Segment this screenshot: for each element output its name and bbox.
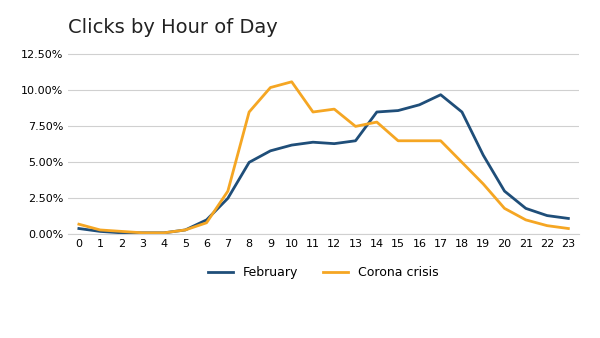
February	[501, 189, 508, 193]
February	[352, 139, 359, 143]
February	[224, 196, 232, 200]
Text: Clicks by Hour of Day: Clicks by Hour of Day	[68, 18, 278, 38]
Corona crisis	[97, 228, 104, 232]
Corona crisis	[224, 189, 232, 193]
Corona crisis	[310, 110, 317, 114]
Corona crisis	[139, 231, 146, 235]
February	[160, 231, 167, 235]
Corona crisis	[118, 230, 125, 234]
Corona crisis	[479, 182, 487, 186]
Line: Corona crisis: Corona crisis	[79, 82, 568, 233]
Corona crisis	[501, 207, 508, 211]
Corona crisis	[352, 124, 359, 128]
February	[288, 143, 295, 147]
February	[139, 231, 146, 235]
February	[437, 93, 444, 97]
Corona crisis	[565, 226, 572, 231]
February	[373, 110, 380, 114]
Corona crisis	[331, 107, 338, 111]
Legend: February, Corona crisis: February, Corona crisis	[203, 261, 444, 284]
February	[522, 207, 529, 211]
February	[416, 103, 423, 107]
Corona crisis	[203, 221, 210, 225]
February	[565, 216, 572, 220]
Corona crisis	[75, 222, 82, 226]
Corona crisis	[544, 224, 551, 228]
Corona crisis	[458, 160, 466, 164]
Corona crisis	[288, 80, 295, 84]
Corona crisis	[395, 139, 402, 143]
Corona crisis	[437, 139, 444, 143]
February	[245, 160, 253, 164]
February	[75, 226, 82, 231]
February	[544, 214, 551, 218]
February	[97, 230, 104, 234]
Corona crisis	[182, 228, 189, 232]
Corona crisis	[416, 139, 423, 143]
Corona crisis	[522, 218, 529, 222]
Corona crisis	[245, 110, 253, 114]
February	[118, 231, 125, 235]
Line: February: February	[79, 95, 568, 233]
February	[182, 228, 189, 232]
Corona crisis	[267, 86, 274, 90]
Corona crisis	[160, 231, 167, 235]
February	[479, 153, 487, 157]
February	[331, 142, 338, 146]
February	[395, 108, 402, 113]
Corona crisis	[373, 120, 380, 124]
February	[267, 149, 274, 153]
February	[203, 218, 210, 222]
February	[458, 110, 466, 114]
February	[310, 140, 317, 144]
